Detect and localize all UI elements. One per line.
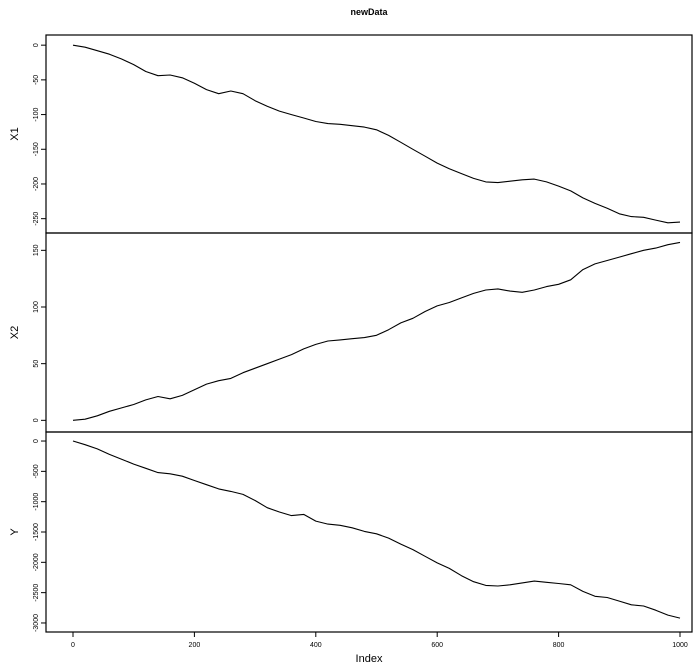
- y-tick-label: -200: [33, 177, 40, 191]
- y-tick-label: -1000: [33, 493, 40, 511]
- y-tick-label: -3000: [33, 614, 40, 632]
- y-tick-label: -150: [33, 142, 40, 156]
- chart-panels: 0 -50 -100 -150 -200 -250 X1 0 50 100 150 X2 0 -500 -1…: [9, 34, 693, 649]
- y-tick-label: -100: [33, 107, 40, 121]
- panel-2: 0 50 100 150 X2: [9, 232, 693, 433]
- x-tick-label: 800: [553, 642, 565, 649]
- y-axis-title: X2: [9, 326, 21, 339]
- series-line-X1: [72, 44, 681, 224]
- x-tick-label: 1000: [672, 642, 688, 649]
- y-axis-title: Y: [9, 528, 21, 536]
- panel-3: 0 -500 -1000 -1500 -2000 -2500 -3000 Y: [9, 431, 693, 633]
- y-tick-label: -2000: [33, 553, 40, 571]
- x-tick-label: 200: [189, 642, 201, 649]
- y-tick-label: 0: [33, 43, 40, 47]
- y-tick-label: 50: [33, 360, 40, 368]
- x-tick-label: 600: [431, 642, 443, 649]
- y-tick-label: 0: [33, 439, 40, 443]
- y-tick-label: 0: [33, 418, 40, 422]
- y-tick-label: -50: [33, 75, 40, 85]
- y-tick-label: 150: [33, 244, 40, 256]
- x-tick-label: 0: [71, 642, 75, 649]
- panel-frame: [45, 232, 693, 433]
- series-line-X2: [72, 241, 681, 421]
- x-axis-title: Index: [356, 653, 383, 665]
- y-tick-label: 100: [33, 301, 40, 313]
- y-tick-label: -500: [33, 464, 40, 478]
- series-line-Y: [72, 440, 681, 619]
- chart-title: newData: [350, 7, 388, 17]
- y-tick-label: -2500: [33, 584, 40, 602]
- panel-1: 0 -50 -100 -150 -200 -250 X1: [9, 34, 693, 234]
- y-tick-label: -1500: [33, 523, 40, 541]
- y-tick-label: -250: [33, 212, 40, 226]
- y-axis-title: X1: [9, 127, 21, 140]
- x-tick-label: 400: [310, 642, 322, 649]
